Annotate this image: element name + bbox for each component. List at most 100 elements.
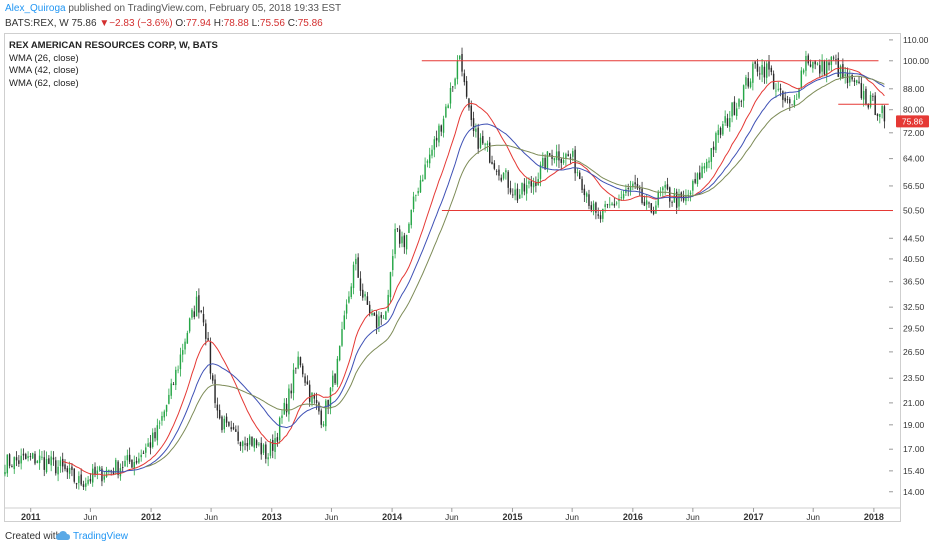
candle-body — [251, 436, 253, 446]
candle-body — [209, 342, 212, 374]
candle-body — [583, 188, 586, 196]
candle-body — [867, 104, 869, 108]
candle-body — [454, 78, 456, 86]
candle-body — [295, 367, 297, 369]
candle-body — [756, 63, 759, 72]
candle-body — [415, 194, 417, 196]
y-tick-label: 72.00 — [903, 128, 925, 138]
candle-body — [648, 202, 650, 204]
last-price-tag — [896, 115, 929, 128]
change-value: −2.83 (−3.6%) — [109, 18, 173, 29]
legend-wma26[interactable]: WMA (26, close) — [9, 52, 79, 64]
candle-body — [246, 443, 249, 447]
candle-body — [846, 72, 849, 84]
price-chart[interactable]: 14.00 15.40 17.00 19.00 21.00 23.50 26.50 29.50… — [0, 0, 932, 527]
candle-body — [311, 392, 313, 404]
candle-body — [392, 256, 394, 271]
candle-body — [66, 468, 69, 473]
x-tick-label: 2016 — [623, 512, 643, 522]
candle-body — [786, 99, 789, 101]
candle-body — [348, 296, 350, 303]
candle-body — [639, 188, 641, 190]
candle-body — [57, 466, 59, 475]
candle-body — [45, 458, 48, 473]
candle-body — [52, 457, 55, 460]
candle-body — [666, 184, 669, 190]
chart-frame[interactable] — [4, 33, 901, 522]
legend-wma42[interactable]: WMA (42, close) — [9, 65, 79, 76]
candle-body — [738, 99, 740, 107]
down-arrow-icon: ▼ — [99, 18, 110, 29]
candle-body — [592, 203, 595, 212]
open-value: 77.94 — [185, 18, 211, 29]
candle-body — [632, 183, 634, 187]
tradingview-brand-link[interactable]: TradingView — [73, 531, 129, 542]
candle-body — [394, 228, 396, 255]
candle-body — [320, 410, 322, 425]
candle-body — [650, 203, 653, 213]
candle-body — [528, 181, 530, 184]
tradingview-cloud-icon[interactable] — [56, 530, 70, 542]
candle-body — [805, 56, 807, 71]
candle-body — [22, 453, 25, 456]
candle-body — [71, 466, 73, 470]
candle-body — [31, 453, 34, 459]
candle-body — [832, 57, 835, 59]
candle-body — [708, 160, 710, 163]
candle-body — [253, 438, 256, 448]
candle-body — [18, 460, 20, 464]
candle-body — [343, 315, 346, 329]
candle-body — [389, 272, 392, 298]
candle-body — [357, 257, 359, 278]
candle-body — [34, 453, 36, 464]
candle-body — [59, 460, 62, 467]
candle-body — [844, 74, 846, 77]
candle-body — [154, 432, 156, 439]
candle-body — [235, 429, 237, 432]
candle-body — [149, 442, 152, 448]
candle-body — [544, 157, 546, 170]
candle-body — [232, 426, 235, 430]
candle-body — [103, 476, 105, 480]
candle-body — [297, 356, 299, 369]
published-text: published on TradingView.com, February 0… — [68, 3, 342, 14]
candle-body — [694, 179, 696, 183]
candle-body — [156, 425, 159, 441]
candle-body — [281, 415, 283, 419]
candle-body — [75, 483, 78, 485]
candle-body — [276, 437, 279, 442]
candle-body — [117, 461, 119, 475]
x-tick-label: 2017 — [744, 512, 764, 522]
candle-body — [362, 289, 364, 298]
candle-body — [645, 200, 648, 205]
candle-body — [133, 462, 135, 469]
candle-body — [315, 400, 318, 403]
y-tick-label: 29.50 — [903, 323, 925, 333]
candle-body — [274, 438, 276, 452]
candle-body — [532, 182, 535, 188]
candle-body — [43, 457, 45, 470]
candle-body — [585, 193, 588, 197]
legend-wma62[interactable]: WMA (62, close) — [9, 77, 79, 89]
candle-body — [611, 203, 613, 206]
candle-body — [512, 194, 514, 196]
candle-body — [814, 61, 816, 65]
candle-body — [221, 416, 223, 431]
y-tick-label: 80.00 — [903, 105, 925, 115]
candle-body — [50, 456, 52, 466]
candle-body — [341, 329, 343, 346]
candle-body — [770, 67, 773, 73]
author-link[interactable]: Alex_Quiroga — [5, 3, 66, 14]
candle-body — [89, 478, 92, 482]
candle-body — [562, 160, 565, 163]
candle-body — [304, 376, 306, 383]
candle-body — [265, 444, 267, 459]
candle-body — [428, 154, 431, 164]
candle-body — [202, 313, 205, 323]
candle-body — [572, 151, 574, 157]
candle-body — [798, 89, 800, 98]
candle-body — [398, 229, 401, 244]
candle-body — [36, 460, 39, 463]
candle-body — [768, 61, 770, 70]
candle-body — [329, 387, 332, 409]
